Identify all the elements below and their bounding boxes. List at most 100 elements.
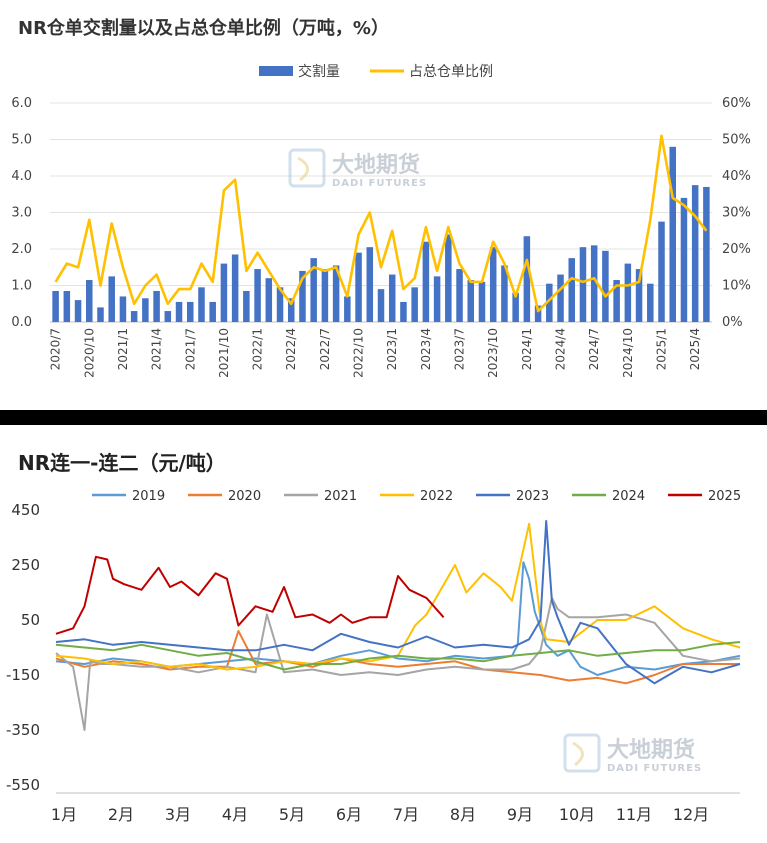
series-line-2025 (55, 555, 445, 635)
legend-label: 2025 (708, 489, 741, 504)
x-tick-label: 2022/10 (352, 328, 366, 378)
bar (119, 296, 127, 322)
x-tick-label: 2023/4 (419, 328, 433, 370)
x-tick-label: 9月 (507, 805, 533, 824)
bar (501, 265, 508, 322)
x-tick-label: 2022/1 (251, 328, 265, 370)
x-tick-label: 2022/7 (318, 328, 332, 370)
bar (613, 280, 620, 322)
watermark-logo-text: DADI FUTURES (332, 178, 427, 189)
x-tick-label: 2021/7 (183, 328, 197, 370)
bar (187, 301, 194, 322)
x-tick-label: 8月 (450, 805, 476, 824)
bar (74, 300, 82, 322)
x-tick-label: 2月 (108, 805, 134, 824)
bar (590, 245, 598, 322)
bar (456, 269, 463, 322)
watermark-logo-text: 大地期货 (607, 737, 695, 763)
series-line-2019 (55, 561, 741, 676)
x-tick-label: 11月 (616, 805, 652, 824)
x-tick-label: 12月 (673, 805, 709, 824)
bar (489, 247, 497, 322)
bar (243, 290, 250, 322)
series-line-2023 (55, 520, 741, 685)
bar (287, 298, 295, 322)
y-right-tick-label: 10% (722, 279, 751, 294)
x-tick-label: 5月 (279, 805, 305, 824)
x-tick-label: 2024/7 (587, 328, 601, 370)
delivery-chart-panel: NR仓单交割量以及占总仓单比例（万吨，%） 0.0 1.0 2.0 3.0 4.0 5.0… (0, 0, 767, 410)
y-right-tick-label: 30% (722, 206, 751, 221)
x-tick-label: 2023/7 (453, 328, 467, 370)
bar (602, 250, 609, 322)
y-left-tick-label: 5.0 (11, 133, 32, 148)
bar (579, 247, 587, 322)
x-tick-label: 1月 (51, 805, 77, 824)
series-line (54, 134, 708, 313)
bar (557, 274, 564, 322)
bar (321, 269, 329, 322)
bar (276, 287, 284, 322)
x-tick-label: 2021/4 (150, 328, 164, 370)
x-tick-label: 10月 (559, 805, 595, 824)
watermark-logo-mark (563, 733, 601, 773)
bar (658, 221, 665, 322)
spread-chart-panel: NR连一-连二（元/吨） 450 250 50 -150 -350 -550 1月 2月 3月 4… (0, 425, 767, 839)
bar (467, 280, 475, 322)
bar (142, 298, 149, 322)
y-tick-label: 50 (21, 611, 40, 629)
x-tick-label: 2022/4 (284, 328, 298, 370)
spread-chart: 450 250 50 -150 -350 -550 1月 2月 3月 4月 5月 6月 7月 8月 9月 10… (6, 489, 741, 824)
bar (86, 280, 93, 322)
bar (400, 301, 407, 322)
bar (377, 289, 385, 322)
bar (523, 236, 531, 322)
bar (366, 247, 374, 322)
bar (130, 311, 138, 322)
bar (680, 197, 688, 322)
watermark-logo-mark (572, 741, 584, 767)
x-tick-label: 2024/10 (621, 328, 635, 378)
bar (332, 265, 340, 322)
y-left-tick-label: 6.0 (11, 96, 32, 111)
x-tick-label: 2024/4 (554, 328, 568, 370)
x-tick-label: 2020/7 (49, 328, 63, 370)
x-tick-label: 6月 (336, 805, 362, 824)
bar (231, 254, 239, 322)
watermark-logo-mark (297, 156, 309, 182)
y-left-tick-label: 0.0 (11, 315, 32, 330)
bar (512, 292, 519, 322)
y-right-tick-label: 60% (722, 96, 751, 111)
bar (175, 301, 183, 322)
bar (310, 258, 317, 322)
bar (703, 186, 710, 322)
bar (624, 263, 632, 322)
bar (254, 269, 261, 322)
legend-swatch-bar (259, 66, 293, 76)
watermark-logo-mark (288, 148, 326, 188)
bar (209, 301, 216, 322)
bar (635, 269, 643, 322)
watermark-logo-text: 大地期货 (332, 152, 420, 178)
legend-label: 2023 (516, 489, 549, 504)
legend-label: 2019 (132, 489, 165, 504)
y-tick-label: 250 (11, 556, 40, 574)
bar (164, 311, 172, 322)
y-right-tick-label: 40% (722, 169, 751, 184)
x-tick-label: 2025/1 (655, 328, 669, 370)
bar (534, 305, 542, 322)
chart-title: NR连一-连二（元/吨） (18, 451, 226, 475)
bar (478, 281, 486, 322)
bar (97, 307, 104, 322)
x-tick-label: 2025/4 (688, 328, 702, 370)
y-left-tick-label: 1.0 (11, 279, 32, 294)
chart-title: NR仓单交割量以及占总仓单比例（万吨，%） (18, 18, 389, 39)
bar (344, 296, 351, 322)
bar (691, 185, 699, 322)
legend-label: 2024 (612, 489, 645, 504)
y-right-tick-label: 20% (722, 242, 751, 257)
bar (433, 276, 441, 322)
bar (546, 283, 553, 322)
y-left-tick-label: 3.0 (11, 206, 32, 221)
